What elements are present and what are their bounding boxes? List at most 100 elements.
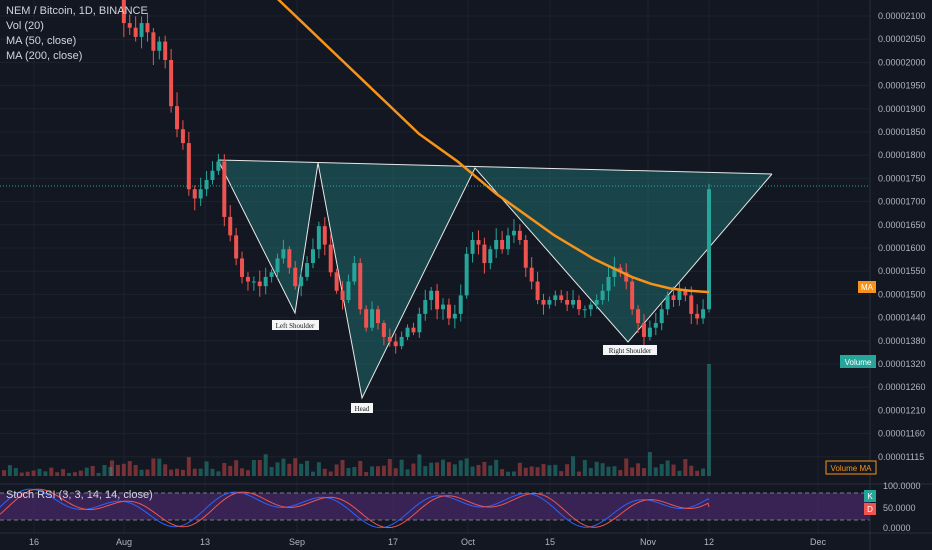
volume-bar [121, 463, 126, 476]
candle-body [399, 336, 404, 347]
volume-bar [245, 470, 250, 476]
candle-body [387, 336, 392, 342]
candle-body [476, 240, 481, 245]
stoch-k-badge: K [864, 490, 876, 502]
ma50-indicator-label[interactable]: MA (50, close) [6, 35, 77, 47]
ma200-indicator-label[interactable]: MA (200, close) [6, 50, 83, 62]
candle-body [594, 300, 599, 305]
volume-bar [630, 467, 635, 476]
volume-bar [299, 463, 304, 476]
candle-body [582, 309, 587, 311]
volume-bar [61, 469, 66, 476]
candle-body [240, 258, 245, 277]
volume-bar [186, 457, 191, 476]
candle-body [198, 189, 203, 199]
candle-body [541, 300, 546, 305]
volume-bar [175, 468, 180, 476]
annotation-head: Head [351, 403, 373, 413]
volume-bar [399, 459, 404, 476]
price-axis-tick: 0.00001210 [878, 405, 926, 415]
price-axis-tick: 0.00001850 [878, 127, 926, 137]
candle-body [612, 267, 617, 277]
volume-bar [78, 470, 83, 476]
volume-bar [240, 468, 245, 476]
head-shoulders-pattern [217, 159, 773, 400]
symbol-title[interactable]: NEM / Bitcoin, 1D, BINANCE [6, 5, 148, 17]
candle-body [222, 161, 227, 217]
candle-body [328, 244, 333, 273]
price-axis-tick: 0.00001650 [878, 220, 926, 230]
volume-bar [647, 452, 652, 476]
candle-body [576, 300, 581, 310]
candle-body [316, 226, 321, 250]
volume-bar [594, 461, 599, 476]
volume-bar [364, 471, 369, 476]
volume-bar [571, 456, 576, 476]
candle-body [381, 323, 386, 337]
candle-body [192, 189, 197, 199]
ma50-line [277, 0, 710, 294]
volume-bar [464, 458, 469, 476]
volume-bar [500, 469, 505, 476]
volume-bar [553, 464, 558, 476]
stoch-rsi-label[interactable]: Stoch RSI (3, 3, 14, 14, close) [6, 489, 153, 501]
volume-bar [269, 466, 274, 476]
volume-bar [671, 464, 676, 476]
pattern-outline [217, 159, 773, 400]
volume-bar [222, 462, 227, 476]
price-axis-tick: 0.00001380 [878, 336, 926, 346]
volume-bar [429, 462, 434, 476]
candle-body [707, 189, 711, 310]
candle-body [600, 290, 605, 300]
candle-body [565, 300, 570, 305]
candle-body [263, 276, 268, 287]
time-axis-tick: Sep [289, 537, 305, 547]
candle-body [446, 304, 451, 319]
volume-bar [411, 463, 416, 476]
volume-bar [163, 464, 168, 476]
time-axis-tick: 12 [704, 537, 714, 547]
vol-indicator-label[interactable]: Vol (20) [6, 20, 44, 32]
candle-body [228, 216, 233, 236]
volume-bar [393, 468, 398, 476]
candle-body [293, 267, 298, 287]
volume-bar [441, 459, 446, 476]
volume-bar [346, 468, 351, 476]
volume-bar [305, 460, 310, 476]
volume-bar [618, 470, 623, 476]
volume-bar [588, 468, 593, 476]
head-label: Head [355, 405, 370, 413]
candle-body [701, 309, 706, 319]
price-axis-tick: 0.00001750 [878, 173, 926, 183]
price-axis-tick: 0.00001115 [878, 452, 924, 462]
candle-body [163, 41, 168, 60]
time-axis-tick: 15 [545, 537, 555, 547]
candle-body [665, 295, 670, 310]
candle-body [559, 295, 564, 300]
volume-bar [358, 460, 363, 476]
stoch-axis-tick: 0.0000 [883, 523, 911, 533]
volume-bar [110, 460, 114, 476]
candle-body [269, 272, 274, 277]
candle-body [606, 276, 611, 291]
volume-bar [458, 460, 463, 476]
time-axis-tick: 16 [29, 537, 39, 547]
candle-body [157, 41, 162, 51]
price-axis-tick: 0.00001160 [878, 429, 925, 439]
price-axis[interactable]: 0.00002100 0.00002050 0.00002000 0.00001950… [878, 11, 926, 462]
volume-bar [612, 466, 617, 476]
volume-bar [665, 460, 670, 476]
time-axis-tick: Oct [461, 537, 476, 547]
volume-bar [328, 471, 333, 476]
volume-bar [659, 464, 664, 476]
volume-bar [476, 464, 481, 476]
volume-bar [133, 465, 138, 476]
candle-body [364, 309, 369, 328]
stoch-k-badge-label: K [867, 492, 873, 501]
volume-bar [25, 471, 30, 476]
ma-badge-label: MA [861, 283, 874, 292]
time-axis[interactable]: 16 Aug 13 Sep 17 Oct 15 Nov 12 Dec [29, 537, 827, 547]
volume-bar [435, 462, 440, 476]
left-shoulder-label: Left Shoulder [276, 322, 315, 330]
